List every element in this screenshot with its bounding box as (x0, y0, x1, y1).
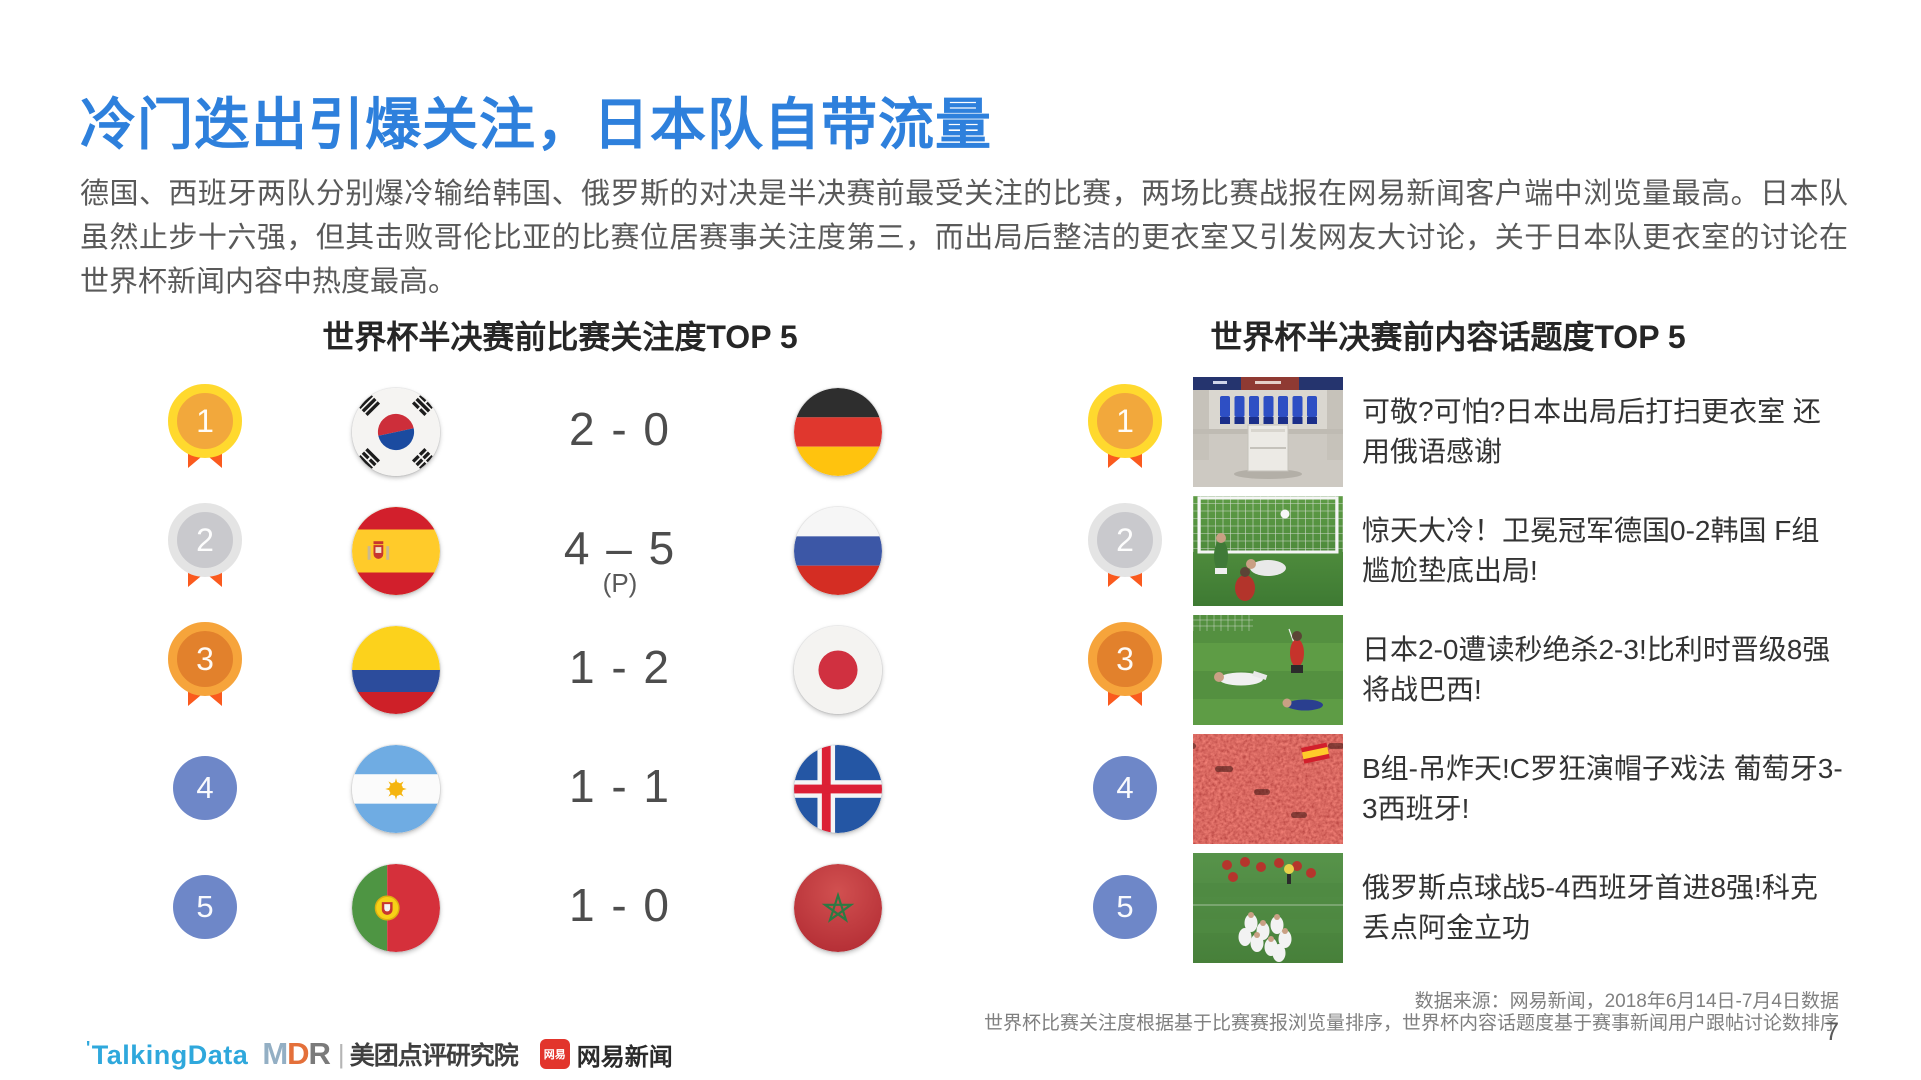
rank-number: 5 (196, 889, 214, 924)
news-headline: 日本2-0遭读秒绝杀2-3!比利时晋级8强将战巴西! (1362, 633, 1831, 705)
talkingdata-logo: 'TalkingData (86, 1038, 248, 1071)
rank-number: 1 (1116, 402, 1134, 439)
data-source-line: 数据来源：网易新闻，2018年6月14日-7月4日数据 (1414, 991, 1839, 1012)
talkingdata-wordmark: TalkingData (91, 1039, 249, 1070)
news-thumbnail-locker-room (1193, 376, 1343, 487)
rank-2-medal-icon: 2 (1060, 491, 1190, 610)
rank-3-medal-icon: 3 (1060, 610, 1190, 729)
logo-divider: | (337, 1038, 345, 1069)
flag-portugal-icon (352, 863, 440, 952)
page-title: 冷门迭出引爆关注，日本队自带流量 (80, 93, 992, 156)
flag-south-korea-icon (352, 387, 440, 476)
rank-5-badge: 5 (140, 848, 270, 967)
topic-rank-row: 2 惊天大冷！卫冕冠军德国0-2韩国 F组尴尬垫底出局! (1060, 491, 1860, 610)
rank-number: 3 (196, 640, 214, 677)
match-score: 2 - 0 (568, 402, 672, 455)
flag-colombia-icon (352, 625, 440, 714)
news-headline: 俄罗斯点球战5-4西班牙首进8强!科克丢点阿金立功 (1362, 871, 1818, 943)
rank-number: 2 (1116, 521, 1134, 558)
news-thumbnail-goal-scene (1193, 495, 1343, 606)
news-headline: B组-吊炸天!C罗狂演帽子戏法 葡萄牙3-3西班牙! (1362, 752, 1843, 824)
data-source-line: 世界杯比赛关注度根据基于比赛赛报浏览量排序，世界杯内容话题度基于赛事新闻用户跟帖… (983, 1013, 1839, 1034)
rank-4-badge: 4 (1060, 729, 1190, 848)
mdr-letter-r: R (308, 1036, 331, 1071)
match-score: 1 - 2 (568, 640, 672, 693)
match-rank-row: 1 2 - 0 (140, 372, 960, 491)
rank-4-badge: 4 (140, 729, 270, 848)
news-thumbnail-red-crowd (1193, 733, 1343, 844)
match-score: 4 – 5 (563, 521, 677, 574)
score-note: (P) (602, 568, 638, 598)
topic-rank-row: 1 可敬?可怕?日本出局后打扫更衣室 还用俄语感谢 (1060, 372, 1860, 491)
rank-3-medal-icon: 3 (140, 610, 270, 729)
score-cell: 1 - 2 (505, 610, 735, 729)
rank-number: 4 (1116, 770, 1134, 805)
netease-news-label: 网易新闻 (576, 1043, 673, 1071)
netease-logo: 网易 网易新闻 (539, 1037, 673, 1072)
talkingdata-tick: ' (86, 1037, 91, 1058)
rank-number: 4 (196, 770, 214, 805)
topic-rank-row: 5 俄罗斯点球战5-4西班牙首进8强!科克丢点阿金立功 (1060, 848, 1860, 967)
match-rank-row: 5 1 - 0 (140, 848, 960, 967)
match-rank-row: 4 1 - 1 (140, 729, 960, 848)
meituan-research-label: 美团点评研究院 (349, 1042, 519, 1070)
match-score: 1 - 1 (568, 759, 672, 812)
news-headline: 惊天大冷！卫冕冠军德国0-2韩国 F组尴尬垫底出局! (1362, 514, 1820, 586)
match-ranking-title: 世界杯半决赛前比赛关注度TOP 5 (322, 319, 798, 355)
topic-rank-row: 4 B组-吊炸天!C罗狂演帽子戏法 葡萄牙3-3西班牙! (1060, 729, 1860, 848)
netease-app-icon: 网易 (539, 1039, 570, 1069)
rank-2-medal-icon: 2 (140, 491, 270, 610)
score-cell: 4 – 5 (P) (505, 491, 735, 610)
score-cell: 1 - 1 (505, 729, 735, 848)
flag-spain-icon (352, 506, 440, 595)
flag-iceland-icon (794, 744, 882, 833)
news-thumbnail-celebration (1193, 852, 1343, 963)
match-score: 1 - 0 (568, 878, 672, 931)
match-rank-row: 2 4 – 5 (P) (140, 491, 960, 610)
rank-1-medal-icon: 1 (1060, 372, 1190, 491)
rank-1-medal-icon: 1 (140, 372, 270, 491)
score-cell: 2 - 0 (505, 372, 735, 491)
rank-number: 2 (196, 521, 214, 558)
rank-number: 5 (1116, 889, 1134, 924)
news-thumbnail-pitch-players (1193, 614, 1343, 725)
mdr-letter-m: M (262, 1036, 288, 1071)
flag-morocco-icon (794, 863, 882, 952)
topic-rank-row: 3 日本2-0遭读秒绝杀2-3!比利时晋级8强将战巴西! (1060, 610, 1860, 729)
flag-argentina-icon (352, 744, 440, 833)
flag-japan-icon (794, 625, 882, 714)
topic-ranking-title: 世界杯半决赛前内容话题度TOP 5 (1210, 319, 1686, 355)
intro-paragraph: 德国、西班牙两队分别爆冷输给韩国、俄罗斯的对决是半决赛前最受关注的比赛，两场比赛… (80, 178, 1848, 298)
match-rank-row: 3 1 - 2 (140, 610, 960, 729)
match-ranking-list: 1 2 - 0 2 4 – 5 (P) 3 1 - 2 (140, 372, 960, 967)
score-cell: 1 - 0 (505, 848, 735, 967)
rank-number: 1 (196, 402, 214, 439)
topic-ranking-list: 1 可敬?可怕?日本出局后打扫更衣室 还用俄语感谢 2 惊天大冷！卫冕冠军德国0… (1060, 372, 1860, 967)
news-headline: 可敬?可怕?日本出局后打扫更衣室 还用俄语感谢 (1362, 395, 1821, 467)
flag-germany-icon (794, 387, 882, 476)
rank-5-badge: 5 (1060, 848, 1190, 967)
rank-number: 3 (1116, 640, 1134, 677)
mdr-letter-d: D (287, 1036, 309, 1071)
flag-russia-icon (794, 506, 882, 595)
page-number: 7 (1825, 1018, 1839, 1046)
